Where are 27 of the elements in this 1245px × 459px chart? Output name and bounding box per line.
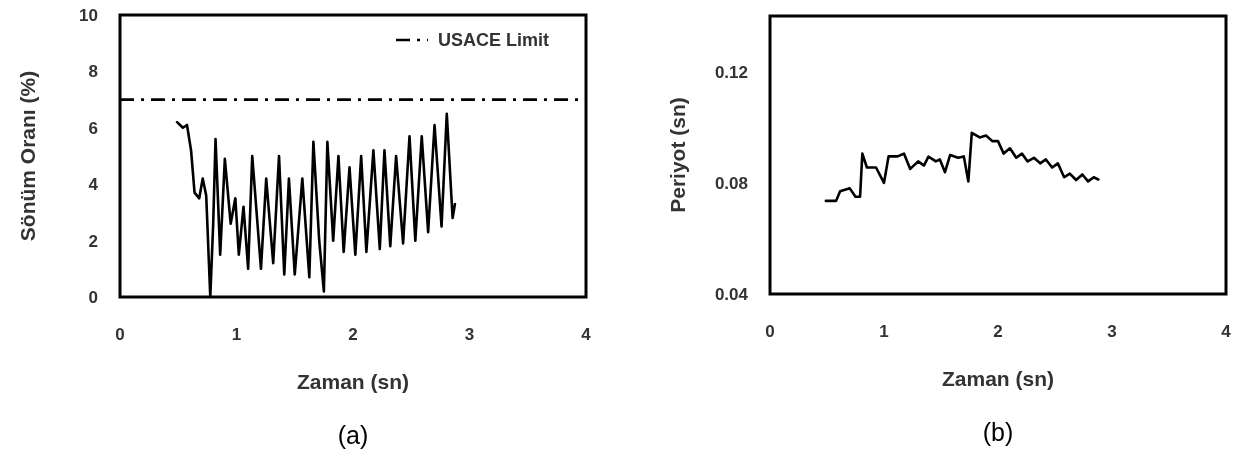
x-tick-label: 3: [1107, 322, 1117, 341]
x-tick-label: 1: [231, 325, 242, 344]
x-axis-title: Zaman (sn): [296, 370, 410, 393]
y-tick-label: 0.12: [714, 62, 748, 82]
y-tick-label: 0.08: [714, 173, 748, 193]
x-tick-label: 4: [1221, 322, 1232, 341]
y-tick-label: 0: [88, 287, 98, 307]
y-tick-label: 2: [88, 231, 98, 251]
x-axis-title: Zaman (sn): [941, 367, 1055, 390]
text: (a): [337, 421, 369, 449]
y-tick-label: 8: [88, 62, 98, 82]
y-tick-label: 4: [88, 175, 99, 195]
x-tick-label: 4: [581, 325, 592, 344]
x-tick-label: 1: [879, 322, 889, 341]
x-tick-label: 2: [348, 325, 358, 344]
y-tick-label: 6: [88, 118, 98, 138]
x-tick-label: 0: [765, 322, 775, 341]
legend-label: USACE Limit: [438, 30, 550, 51]
x-tick-label: 3: [464, 325, 475, 344]
y-axis-title: Sönüm Oranı (%): [16, 70, 39, 242]
y-axis-title: Periyot (sn): [666, 97, 689, 213]
line-series: [824, 131, 1100, 203]
x-tick-label: 0: [115, 325, 125, 344]
y-tick-label: 10: [79, 5, 98, 25]
y-tick-label: 0.04: [714, 284, 749, 304]
text: (b): [982, 418, 1014, 446]
x-tick-label: 2: [993, 322, 1003, 341]
